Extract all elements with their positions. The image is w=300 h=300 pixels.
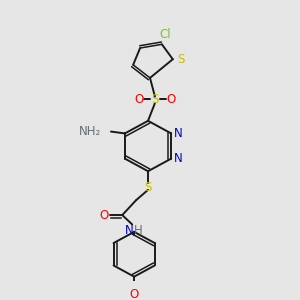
- Text: Cl: Cl: [159, 28, 171, 41]
- Text: S: S: [144, 181, 152, 194]
- Text: O: O: [130, 288, 139, 300]
- Text: N: N: [125, 224, 134, 237]
- Text: H: H: [134, 224, 142, 236]
- Text: S: S: [177, 53, 184, 66]
- Text: NH₂: NH₂: [79, 125, 101, 138]
- Text: N: N: [174, 127, 182, 140]
- Text: O: O: [134, 93, 144, 106]
- Text: O: O: [166, 93, 176, 106]
- Text: S: S: [151, 93, 159, 106]
- Text: N: N: [174, 152, 182, 165]
- Text: O: O: [100, 208, 109, 222]
